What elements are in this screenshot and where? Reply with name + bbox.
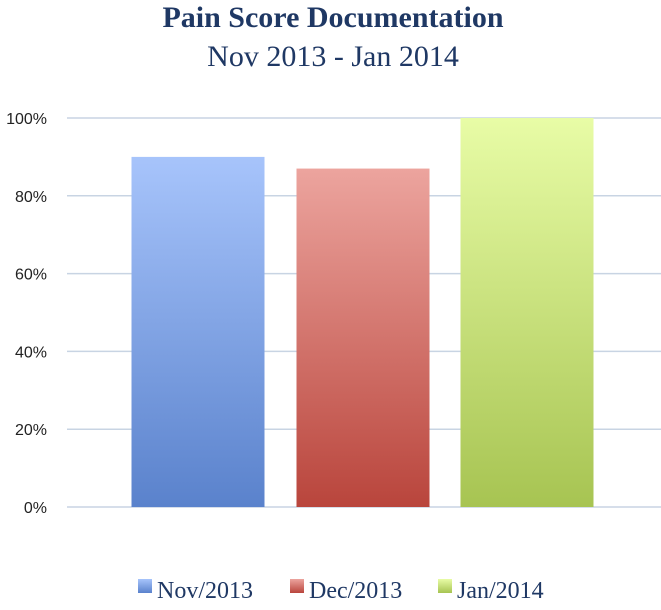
y-tick-label: 80% [15, 189, 47, 206]
legend: Nov/2013 Dec/2013 Jan/2014 [138, 578, 544, 604]
chart-title: Pain Score Documentation [162, 1, 503, 34]
bars [131, 118, 594, 507]
bar-jan-2014 [460, 118, 594, 507]
y-tick-label: 20% [15, 422, 47, 439]
legend-swatch [138, 579, 152, 593]
y-tick-label: 0% [24, 500, 47, 517]
legend-label: Nov/2013 [157, 578, 253, 604]
y-tick-label: 100% [6, 111, 47, 128]
legend-label: Jan/2014 [457, 578, 544, 604]
chart-subtitle: Nov 2013 - Jan 2014 [207, 40, 459, 73]
y-tick-label: 40% [15, 344, 47, 361]
bar-nov-2013 [131, 156, 265, 507]
y-axis-ticks: 0% 20% 40% 60% 80% 100% [6, 111, 47, 517]
legend-label: Dec/2013 [309, 578, 402, 604]
legend-swatch [290, 579, 304, 593]
legend-swatch [438, 579, 452, 593]
y-tick-label: 60% [15, 267, 47, 284]
bar-dec-2013 [296, 168, 430, 507]
